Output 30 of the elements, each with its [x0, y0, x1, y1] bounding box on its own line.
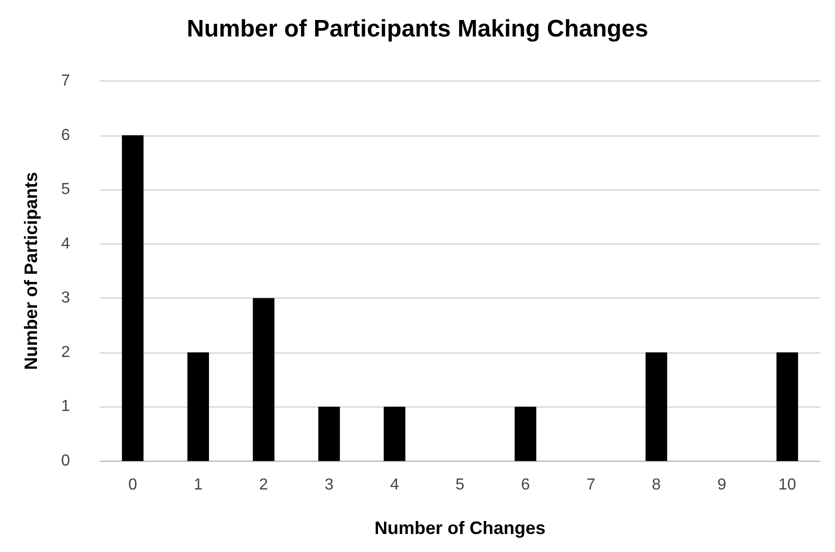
bar [252, 298, 274, 461]
x-tick-label: 0 [128, 476, 138, 494]
bar [384, 406, 406, 461]
y-axis-title: Number of Participants [21, 172, 41, 370]
x-tick-label: 4 [390, 476, 400, 494]
x-tick-label: 10 [778, 476, 796, 494]
bar [776, 352, 798, 461]
y-tick-label: 6 [61, 126, 70, 144]
y-tick-label: 1 [61, 398, 70, 416]
y-tick-label: 2 [61, 344, 70, 361]
bar [122, 135, 144, 461]
y-tick-label: 4 [61, 235, 70, 252]
x-tick-label: 6 [521, 476, 530, 494]
bar [514, 406, 536, 461]
y-tick-label: 7 [61, 72, 70, 90]
x-tick-label: 1 [194, 476, 203, 494]
x-tick-label: 7 [586, 476, 596, 494]
x-tick-label: 3 [324, 476, 334, 494]
x-axis-title: Number of Changes [374, 518, 546, 538]
bar [318, 406, 340, 461]
x-tick-label: 9 [717, 476, 726, 494]
bar [646, 352, 668, 461]
x-tick-label: 5 [456, 476, 465, 494]
bar [187, 352, 209, 461]
y-tick-label: 0 [61, 452, 70, 470]
x-tick-label: 8 [652, 476, 661, 494]
y-tick-label: 5 [61, 181, 70, 198]
y-tick-label: 3 [61, 290, 70, 307]
x-tick-label: 2 [259, 476, 268, 494]
chart-title: Number of Participants Making Changes [186, 16, 648, 42]
